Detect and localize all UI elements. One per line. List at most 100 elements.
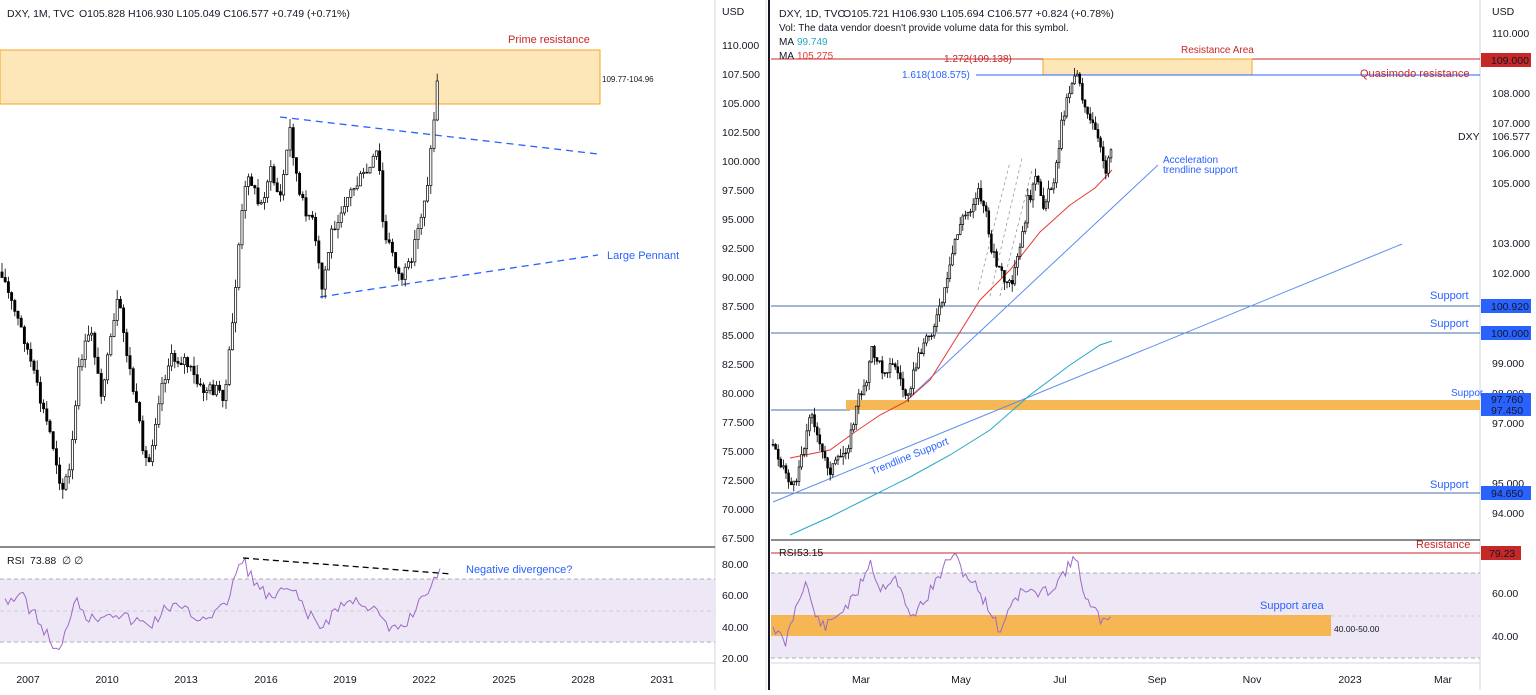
- right-candles-candle-71[interactable]: [956, 234, 959, 240]
- prime-resistance-zone[interactable]: [0, 49, 601, 105]
- left-candles-candle-135[interactable]: [432, 119, 436, 149]
- right-candles-candle-64[interactable]: [938, 305, 941, 316]
- left-candles-candle-88[interactable]: [282, 174, 286, 196]
- right-candles-candle-78[interactable]: [974, 198, 978, 205]
- left-candles-candle-36[interactable]: [115, 299, 119, 321]
- left-candles-candle-134[interactable]: [429, 148, 433, 186]
- right-candles-candle-22[interactable]: [828, 467, 832, 475]
- right-candles-candle-85[interactable]: [992, 251, 996, 253]
- left-candles-candle-50[interactable]: [160, 382, 164, 405]
- right-candles-candle-91[interactable]: [1008, 280, 1011, 283]
- right-candles-candle-48[interactable]: [896, 366, 900, 374]
- right-candles-candle-65[interactable]: [940, 302, 944, 307]
- right-candles-candle-31[interactable]: [852, 424, 855, 431]
- right-candles-candle-100[interactable]: [1031, 183, 1035, 201]
- left-candles-candle-49[interactable]: [157, 403, 161, 425]
- right-candles-candle-46[interactable]: [891, 363, 894, 365]
- right-candles-candle-35[interactable]: [862, 385, 866, 396]
- left-candles-candle-112[interactable]: [358, 173, 362, 187]
- right-candles-candle-68[interactable]: [948, 264, 952, 279]
- left-candles-candle-128[interactable]: [410, 261, 414, 263]
- right-candles-candle-7[interactable]: [789, 481, 793, 486]
- left-candles-candle-81[interactable]: [259, 202, 263, 205]
- right-candles-candle-107[interactable]: [1049, 188, 1053, 191]
- left-candles-candle-42[interactable]: [134, 391, 138, 403]
- left-candles-candle-40[interactable]: [128, 355, 132, 370]
- right-candles-candle-4[interactable]: [782, 465, 785, 468]
- pennant-lower-line[interactable]: [319, 254, 599, 298]
- right-candles-candle-69[interactable]: [951, 253, 954, 266]
- left-candles-candle-33[interactable]: [106, 354, 110, 381]
- left-candles-candle-77[interactable]: [246, 176, 250, 187]
- right-candles-candle-102[interactable]: [1036, 175, 1040, 183]
- right-candles-candle-92[interactable]: [1010, 280, 1014, 285]
- left-candles-candle-19[interactable]: [61, 482, 65, 490]
- right-candles-candle-101[interactable]: [1034, 175, 1037, 185]
- negative-divergence-line[interactable]: [242, 557, 453, 575]
- left-candles-candle-25[interactable]: [80, 359, 84, 368]
- right-candles-candle-118[interactable]: [1078, 73, 1082, 84]
- right-candles-candle-84[interactable]: [990, 233, 993, 253]
- right-candles-candle-103[interactable]: [1039, 181, 1043, 196]
- left-candles-candle-6[interactable]: [19, 317, 23, 328]
- left-candles-candle-91[interactable]: [291, 127, 295, 158]
- right-candles-candle-94[interactable]: [1016, 256, 1019, 268]
- right-candles-candle-19[interactable]: [821, 443, 824, 453]
- left-candles-candle-43[interactable]: [138, 402, 142, 422]
- right-candles-candle-109[interactable]: [1055, 162, 1058, 184]
- left-candles-candle-51[interactable]: [163, 379, 167, 384]
- left-candles-candle-29[interactable]: [93, 332, 97, 358]
- right-candles-candle-24[interactable]: [834, 459, 837, 465]
- right-candles-candle-59[interactable]: [925, 335, 928, 344]
- right-candles-candle-21[interactable]: [826, 457, 829, 469]
- left-candles-candle-31[interactable]: [99, 373, 103, 397]
- left-candles-candle-58[interactable]: [186, 357, 190, 368]
- left-candles-candle-108[interactable]: [346, 197, 350, 207]
- right-candles-candle-9[interactable]: [795, 480, 798, 483]
- left-candles-candle-17[interactable]: [54, 448, 58, 466]
- left-candles-candle-85[interactable]: [272, 166, 276, 184]
- left-candles-candle-74[interactable]: [237, 244, 241, 288]
- left-candles-candle-130[interactable]: [416, 228, 420, 240]
- left-candles-candle-84[interactable]: [269, 166, 273, 183]
- right-candles-candle-49[interactable]: [899, 372, 902, 380]
- left-rsi-line[interactable]: [4, 556, 441, 651]
- right-candles-candle-3[interactable]: [779, 458, 783, 468]
- right-candles-candle-87[interactable]: [997, 265, 1001, 268]
- right-candles-candle-127[interactable]: [1101, 146, 1105, 162]
- left-candles-candle-59[interactable]: [189, 365, 193, 368]
- right-candles-candle-36[interactable]: [865, 382, 868, 387]
- right-candles-candle-98[interactable]: [1026, 195, 1030, 224]
- right-candles-candle-130[interactable]: [1109, 149, 1113, 159]
- left-candles-candle-118[interactable]: [378, 150, 382, 172]
- right-candles-candle-121[interactable]: [1086, 106, 1089, 115]
- right-candles-candle-86[interactable]: [995, 251, 998, 267]
- right-candles-candle-74[interactable]: [964, 214, 967, 217]
- left-candles-candle-124[interactable]: [397, 267, 401, 275]
- right-candles-candle-60[interactable]: [927, 335, 931, 338]
- right-candles-candle-25[interactable]: [836, 455, 840, 461]
- left-candles-candle-27[interactable]: [86, 334, 90, 342]
- trendline-support[interactable]: [772, 243, 1403, 503]
- right-candles-candle-23[interactable]: [831, 463, 835, 475]
- left-candles-candle-26[interactable]: [83, 340, 87, 360]
- left-candles-candle-86[interactable]: [275, 182, 279, 193]
- left-candles-candle-47[interactable]: [150, 445, 154, 463]
- left-candles-candle-13[interactable]: [42, 402, 46, 410]
- left-candles-candle-0[interactable]: [0, 271, 4, 278]
- left-candles-candle-34[interactable]: [109, 336, 113, 356]
- left-candles-candle-30[interactable]: [96, 356, 100, 374]
- left-candles-candle-119[interactable]: [381, 170, 385, 222]
- right-candles-candle-122[interactable]: [1088, 113, 1092, 121]
- right-candles-candle-112[interactable]: [1062, 115, 1066, 121]
- right-candles-candle-62[interactable]: [932, 326, 936, 337]
- right-candles-candle-33[interactable]: [857, 393, 861, 407]
- left-candles-candle-24[interactable]: [77, 366, 81, 407]
- right-candles-candle-82[interactable]: [984, 205, 988, 212]
- right-candles-candle-106[interactable]: [1047, 188, 1050, 203]
- right-candles-candle-88[interactable]: [1000, 266, 1004, 271]
- left-candles-candle-120[interactable]: [384, 221, 388, 241]
- right-candles-candle-12[interactable]: [802, 448, 806, 455]
- left-candles-candle-107[interactable]: [342, 206, 346, 214]
- right-candles-candle-54[interactable]: [912, 369, 915, 389]
